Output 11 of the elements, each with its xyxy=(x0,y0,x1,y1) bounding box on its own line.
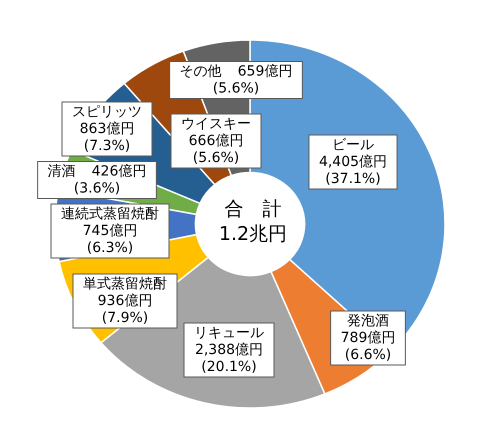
category: 発泡酒 xyxy=(347,313,389,329)
category: リキュール xyxy=(194,325,264,341)
category: 連続式蒸留焼酎 xyxy=(61,206,159,222)
annotation: 1.2兆円 xyxy=(218,223,288,245)
category: 単式蒸留焼酎 xyxy=(83,276,167,292)
category: スピリッツ xyxy=(72,104,142,120)
category: ビール xyxy=(332,137,374,153)
annotation: 合 計 xyxy=(224,198,282,220)
category: 清酒 xyxy=(48,164,76,180)
category: その他 xyxy=(180,64,222,80)
category: ウイスキー xyxy=(181,116,251,132)
